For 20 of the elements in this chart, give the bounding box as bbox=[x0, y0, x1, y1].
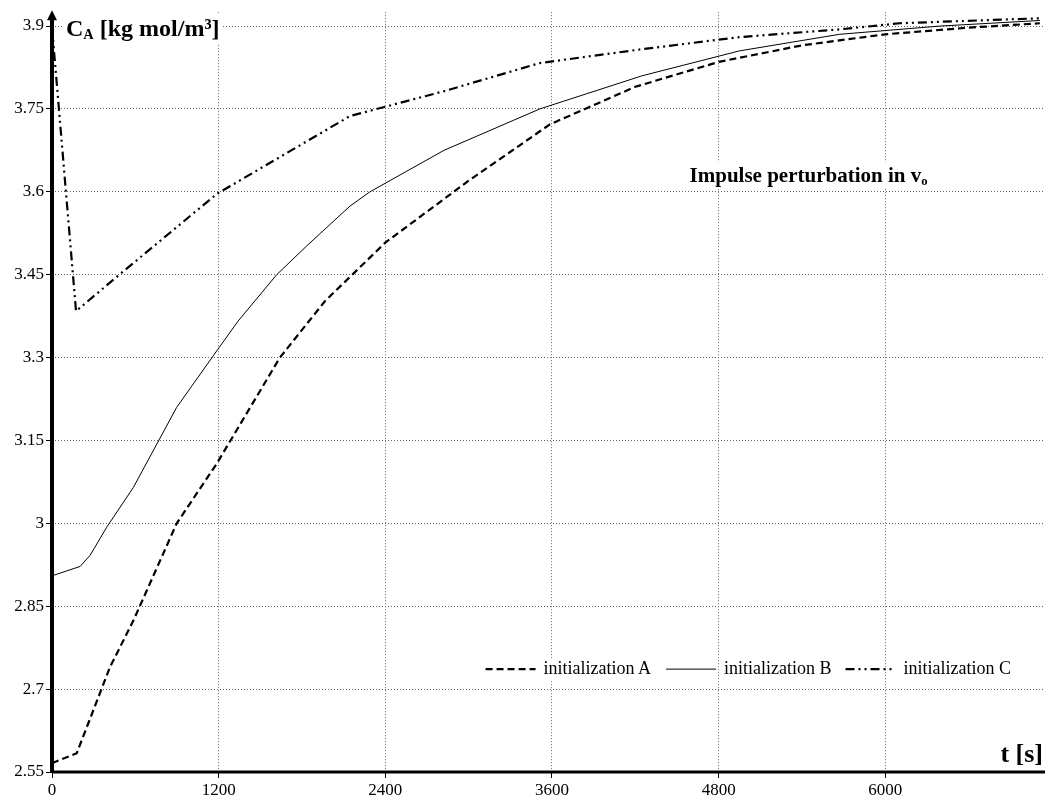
y-tick-label: 3.45 bbox=[14, 264, 44, 284]
x-tick-label: 4800 bbox=[701, 779, 736, 799]
x-tick-label: 1200 bbox=[201, 779, 236, 799]
legend-label: initialization B bbox=[724, 657, 832, 678]
x-tick-label: 3600 bbox=[534, 779, 569, 799]
y-tick-label: 2.55 bbox=[14, 761, 44, 781]
x-tick-label: 0 bbox=[47, 779, 57, 799]
legend-label: initialization A bbox=[543, 657, 652, 678]
x-axis-title: t [s] bbox=[1000, 739, 1043, 768]
y-tick-label: 3.6 bbox=[22, 181, 44, 201]
y-tick-label: 3.9 bbox=[22, 15, 44, 35]
y-tick-label: 3.3 bbox=[22, 347, 44, 367]
legend-label: initialization C bbox=[903, 657, 1011, 678]
x-tick-label: 6000 bbox=[868, 779, 903, 799]
y-tick-label: 3.75 bbox=[14, 98, 44, 118]
y-tick-label: 3.15 bbox=[14, 429, 44, 449]
x-tick-label: 2400 bbox=[368, 779, 403, 799]
y-tick-label: 3 bbox=[35, 512, 44, 532]
y-tick-label: 2.85 bbox=[14, 595, 44, 615]
y-tick-label: 2.7 bbox=[22, 678, 45, 698]
